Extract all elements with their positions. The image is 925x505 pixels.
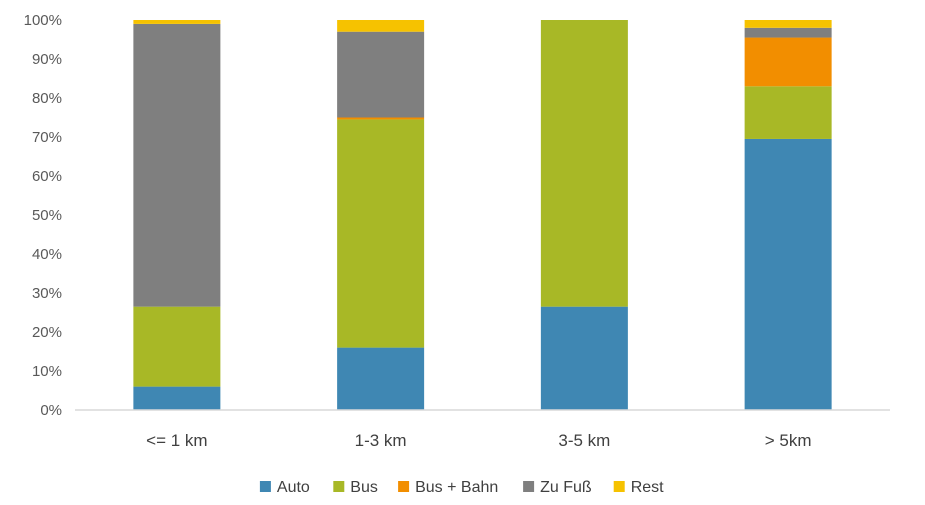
bar-segment-bus-bahn [337, 117, 425, 120]
legend-swatch [333, 481, 345, 492]
bar-segment-bus [337, 119, 425, 348]
y-tick-label: 10% [32, 363, 62, 380]
bar-segment-bus [133, 306, 221, 387]
legend-label: Auto [277, 479, 310, 496]
y-tick-label: 50% [32, 207, 62, 224]
bar-segment-bus-bahn [744, 37, 832, 87]
x-category-label: <= 1 km [146, 431, 207, 450]
legend-label: Zu Fuß [540, 479, 592, 496]
bar-segment-auto [540, 306, 628, 410]
bars [133, 20, 832, 410]
y-tick-label: 0% [40, 402, 62, 419]
legend-swatch [613, 481, 625, 492]
bar-segment-auto [744, 138, 832, 410]
bar-segment-rest [744, 20, 832, 28]
bar-segment-auto [337, 347, 425, 410]
bar-segment-auto [133, 386, 221, 410]
x-axis-labels: <= 1 km 1-3 km 3-5 km > 5km [146, 431, 811, 450]
legend-label: Rest [631, 479, 664, 496]
legend-swatch [523, 481, 535, 492]
x-category-label: 3-5 km [558, 431, 610, 450]
y-tick-label: 40% [32, 246, 62, 263]
y-tick-label: 80% [32, 90, 62, 107]
y-tick-label: 100% [24, 12, 62, 29]
legend-label: Bus + Bahn [415, 479, 498, 496]
bar-segment-zu-fu- [133, 23, 221, 307]
bar-segment-bus [744, 86, 832, 139]
legend: Auto Bus Bus + Bahn Zu Fuß Rest [259, 479, 664, 496]
legend-swatch [398, 481, 410, 492]
bar-segment-rest [133, 20, 221, 24]
x-category-label: 1-3 km [355, 431, 407, 450]
y-tick-label: 20% [32, 324, 62, 341]
x-category-label: > 5km [765, 431, 812, 450]
y-tick-label: 90% [32, 51, 62, 68]
y-axis: 0% 10% 20% 30% 40% 50% 60% 70% 80% 90% 100% [24, 12, 62, 419]
y-tick-label: 30% [32, 285, 62, 302]
bar-segment-zu-fu- [337, 31, 425, 118]
bar-segment-rest [337, 20, 425, 32]
legend-label: Bus [350, 479, 378, 496]
y-tick-label: 60% [32, 168, 62, 185]
bar-segment-zu-fu- [744, 27, 832, 38]
legend-swatch [259, 481, 271, 492]
bar-segment-bus [540, 20, 628, 307]
y-tick-label: 70% [32, 129, 62, 146]
